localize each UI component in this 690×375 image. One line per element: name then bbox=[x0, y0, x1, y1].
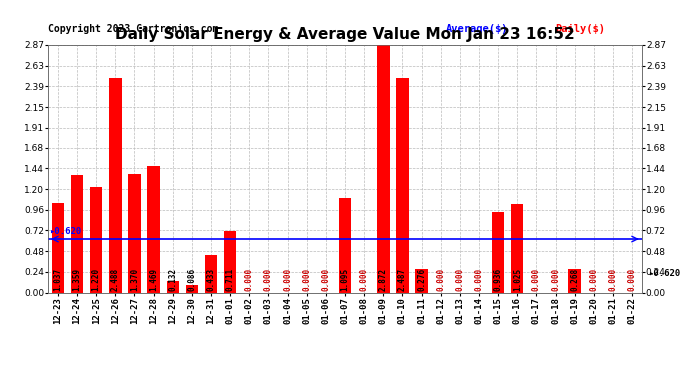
Text: ▸0.620: ▸0.620 bbox=[648, 269, 680, 278]
Text: 0.000: 0.000 bbox=[455, 268, 464, 291]
Text: ▸0.620: ▸0.620 bbox=[49, 226, 81, 236]
Bar bbox=[109, 78, 121, 292]
Text: 0.000: 0.000 bbox=[283, 268, 292, 291]
Text: 0.000: 0.000 bbox=[532, 268, 541, 291]
Text: 0.276: 0.276 bbox=[417, 268, 426, 291]
Bar bbox=[396, 78, 408, 292]
Bar bbox=[492, 212, 504, 292]
Text: 1.469: 1.469 bbox=[149, 268, 158, 291]
Text: 0.000: 0.000 bbox=[628, 268, 637, 291]
Bar bbox=[166, 281, 179, 292]
Text: 2.488: 2.488 bbox=[111, 268, 120, 291]
Text: 0.000: 0.000 bbox=[436, 268, 445, 291]
Text: 0.000: 0.000 bbox=[302, 268, 311, 291]
Text: 1.359: 1.359 bbox=[72, 268, 81, 291]
Bar bbox=[415, 269, 428, 292]
Text: 1.025: 1.025 bbox=[513, 268, 522, 291]
Bar bbox=[511, 204, 524, 292]
Text: Daily($): Daily($) bbox=[555, 24, 606, 34]
Text: 1.037: 1.037 bbox=[53, 268, 62, 291]
Text: 0.132: 0.132 bbox=[168, 268, 177, 291]
Text: 0.711: 0.711 bbox=[226, 268, 235, 291]
Text: 0.000: 0.000 bbox=[245, 268, 254, 291]
Text: 0.000: 0.000 bbox=[322, 268, 331, 291]
Bar bbox=[377, 45, 390, 292]
Text: 2.487: 2.487 bbox=[398, 268, 407, 291]
Bar bbox=[339, 198, 351, 292]
Bar bbox=[148, 166, 160, 292]
Text: 0.433: 0.433 bbox=[206, 268, 215, 291]
Bar bbox=[205, 255, 217, 292]
Text: 0.000: 0.000 bbox=[589, 268, 598, 291]
Text: 0.086: 0.086 bbox=[188, 268, 197, 291]
Text: 0.936: 0.936 bbox=[493, 268, 502, 291]
Bar bbox=[71, 175, 83, 292]
Text: 0.268: 0.268 bbox=[570, 268, 579, 291]
Text: 0.000: 0.000 bbox=[609, 268, 618, 291]
Text: 1.370: 1.370 bbox=[130, 268, 139, 291]
Text: 0.000: 0.000 bbox=[264, 268, 273, 291]
Text: 0.000: 0.000 bbox=[359, 268, 368, 291]
Text: 0.000: 0.000 bbox=[551, 268, 560, 291]
Title: Daily Solar Energy & Average Value Mon Jan 23 16:52: Daily Solar Energy & Average Value Mon J… bbox=[115, 27, 575, 42]
Bar bbox=[90, 187, 102, 292]
Text: 1.095: 1.095 bbox=[340, 268, 350, 291]
Text: 1.220: 1.220 bbox=[92, 268, 101, 291]
Text: 0.000: 0.000 bbox=[475, 268, 484, 291]
Text: Copyright 2023 Cartronics.com: Copyright 2023 Cartronics.com bbox=[48, 24, 219, 34]
Bar bbox=[128, 174, 141, 292]
Bar bbox=[569, 269, 581, 292]
Bar bbox=[224, 231, 237, 292]
Text: Average($): Average($) bbox=[446, 24, 509, 34]
Text: 2.872: 2.872 bbox=[379, 268, 388, 291]
Bar bbox=[186, 285, 198, 292]
Bar bbox=[52, 203, 64, 292]
